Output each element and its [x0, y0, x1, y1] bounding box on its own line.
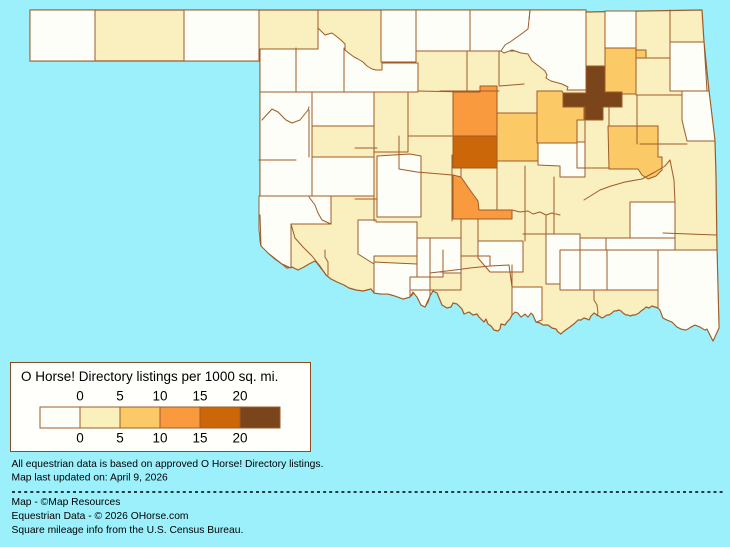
svg-text:10: 10 — [152, 389, 167, 404]
svg-text:Map - ©Map Resources: Map - ©Map Resources — [12, 497, 121, 508]
svg-text:5: 5 — [116, 389, 124, 404]
svg-text:20: 20 — [232, 431, 247, 446]
svg-text:10: 10 — [152, 431, 167, 446]
svg-text:Square mileage info from the U: Square mileage info from the U.S. Census… — [12, 525, 244, 536]
svg-text:Equestrian Data - © 2026 OHors: Equestrian Data - © 2026 OHorse.com — [12, 511, 189, 522]
svg-text:Map last updated on: April 9,: Map last updated on: April 9, 2026 — [12, 473, 169, 484]
svg-text:All equestrian data is based o: All equestrian data is based on approved… — [12, 459, 324, 470]
svg-text:15: 15 — [192, 389, 207, 404]
svg-text:5: 5 — [116, 431, 124, 446]
svg-text:O Horse! Directory listings pe: O Horse! Directory listings per 1000 sq.… — [21, 369, 278, 384]
svg-text:0: 0 — [76, 431, 84, 446]
svg-text:20: 20 — [232, 389, 247, 404]
svg-text:15: 15 — [192, 431, 207, 446]
svg-text:0: 0 — [76, 389, 84, 404]
